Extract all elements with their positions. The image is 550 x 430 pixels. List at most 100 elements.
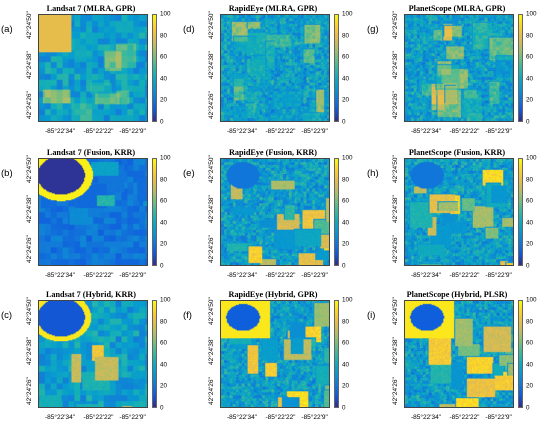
- y-tick-label: 42°24'50": [208, 296, 215, 325]
- panel-letter: (g): [367, 24, 379, 35]
- x-tick-label: -85°22'34": [44, 414, 76, 421]
- colorbar-tick-label: 80: [160, 176, 168, 184]
- y-tick-label: 42°24'50": [26, 154, 33, 183]
- colorbar-tick-label: 80: [526, 32, 534, 40]
- x-tick-label: -85°22'9": [119, 272, 146, 279]
- colorbar: [518, 158, 523, 266]
- map-panel: PlanetScope (MLRA, GPR) (g) 42°24'50" 42°24…: [367, 4, 546, 144]
- colorbar: [152, 300, 157, 408]
- colorbar-tick-label: 60: [160, 53, 168, 61]
- colorbar-tick-label: 60: [342, 197, 350, 205]
- map-panel: Landsat 7 (Fusion, KRR) (b) 42°24'50" 42°24…: [1, 148, 180, 288]
- panel-letter: (f): [183, 310, 192, 321]
- colorbar-tick-label: 40: [526, 361, 534, 369]
- panel-letter: (h): [367, 168, 379, 179]
- x-tick-label: -85°22'9": [485, 272, 512, 279]
- y-tick-label: 42°24'50": [208, 154, 215, 183]
- colorbar-tick-label: 100: [526, 10, 537, 18]
- y-tick-label: 42°24'38": [26, 336, 33, 365]
- colorbar-tick-label: 60: [526, 53, 534, 61]
- colorbar-tick-label: 0: [526, 118, 530, 126]
- x-tick-label: -85°22'34": [410, 414, 442, 421]
- map-raster: [39, 15, 147, 121]
- colorbar-tick-label: 100: [160, 154, 171, 162]
- colorbar-tick-label: 80: [342, 176, 350, 184]
- map-raster: [221, 159, 329, 265]
- y-tick-label: 42°24'38": [392, 194, 399, 223]
- map-panel: PlanetScope (Fusion, KRR) (h) 42°24'50" 42°…: [367, 148, 546, 288]
- y-tick-label: 42°24'26": [392, 90, 399, 119]
- x-tick-label: -85°22'9": [485, 414, 512, 421]
- panel-letter: (a): [1, 24, 13, 35]
- colorbar: [152, 14, 157, 122]
- map-image: [220, 14, 330, 122]
- y-tick-label: 42°24'26": [26, 90, 33, 119]
- y-tick-label: 42°24'38": [392, 50, 399, 79]
- map-raster: [405, 15, 513, 121]
- colorbar-tick-label: 80: [526, 318, 534, 326]
- colorbar-tick-label: 60: [526, 339, 534, 347]
- x-tick-label: -85°22'22": [83, 414, 114, 421]
- colorbar-tick-label: 0: [526, 262, 530, 270]
- colorbar-tick-label: 0: [342, 404, 346, 412]
- x-tick-label: -85°22'9": [301, 414, 328, 421]
- colorbar-tick-label: 0: [342, 262, 346, 270]
- panel-letter: (b): [1, 168, 13, 179]
- colorbar-tick-label: 20: [526, 382, 534, 390]
- colorbar-tick-label: 80: [526, 176, 534, 184]
- x-tick-label: -85°22'22": [265, 128, 296, 135]
- map-image: [38, 300, 148, 408]
- y-tick-label: 42°24'38": [26, 50, 33, 79]
- y-tick-label: 42°24'38": [26, 194, 33, 223]
- x-tick-label: -85°22'22": [83, 128, 114, 135]
- map-panel: RapidEye (Hybrid, GPR) (f) 42°24'50" 42°24'…: [183, 290, 362, 430]
- panel-letter: (e): [183, 168, 195, 179]
- y-tick-label: 42°24'26": [392, 234, 399, 263]
- map-panel: Landsat 7 (MLRA, GPR) (a) 42°24'50" 42°24'3…: [1, 4, 180, 144]
- colorbar-tick-label: 80: [342, 32, 350, 40]
- colorbar-tick-label: 40: [526, 75, 534, 83]
- colorbar-tick-label: 60: [342, 339, 350, 347]
- x-tick-label: -85°22'22": [265, 414, 296, 421]
- y-tick-label: 42°24'26": [26, 234, 33, 263]
- map-raster: [221, 301, 329, 407]
- map-image: [220, 158, 330, 266]
- colorbar-tick-label: 0: [342, 118, 346, 126]
- x-tick-label: -85°22'22": [449, 128, 480, 135]
- panel-title: PlanetScope (Hybrid, PLSR): [406, 290, 508, 299]
- colorbar-tick-label: 20: [342, 240, 350, 248]
- colorbar-tick-label: 20: [342, 96, 350, 104]
- colorbar-tick-label: 100: [342, 10, 353, 18]
- y-tick-label: 42°24'38": [208, 194, 215, 223]
- y-tick-label: 42°24'26": [208, 90, 215, 119]
- colorbar-tick-label: 100: [526, 296, 537, 304]
- colorbar-tick-label: 80: [160, 32, 168, 40]
- y-tick-label: 42°24'50": [392, 154, 399, 183]
- colorbar-tick-label: 40: [342, 219, 350, 227]
- y-tick-label: 42°24'50": [26, 10, 33, 39]
- colorbar-tick-label: 100: [342, 154, 353, 162]
- map-raster: [405, 301, 513, 407]
- x-tick-label: -85°22'9": [119, 414, 146, 421]
- x-tick-label: -85°22'9": [301, 272, 328, 279]
- x-tick-label: -85°22'9": [119, 128, 146, 135]
- map-panel: Landsat 7 (Hybrid, KRR) (c) 42°24'50" 42°24…: [1, 290, 180, 430]
- colorbar-tick-label: 40: [160, 361, 168, 369]
- colorbar-tick-label: 20: [526, 240, 534, 248]
- panel-title: Landsat 7 (MLRA, GPR): [46, 4, 136, 13]
- y-tick-label: 42°24'50": [26, 296, 33, 325]
- map-panel: RapidEye (Fusion, KRR) (e) 42°24'50" 42°24'…: [183, 148, 362, 288]
- colorbar-tick-label: 100: [526, 154, 537, 162]
- panel-title: PlanetScope (Fusion, KRR): [408, 148, 506, 157]
- colorbar-tick-label: 0: [160, 404, 164, 412]
- map-raster: [221, 15, 329, 121]
- y-tick-label: 42°24'38": [208, 50, 215, 79]
- colorbar-tick-label: 60: [526, 197, 534, 205]
- colorbar: [334, 14, 339, 122]
- colorbar-tick-label: 40: [342, 75, 350, 83]
- colorbar-tick-label: 20: [160, 382, 168, 390]
- x-tick-label: -85°22'22": [449, 272, 480, 279]
- x-tick-label: -85°22'22": [265, 272, 296, 279]
- colorbar-tick-label: 20: [342, 382, 350, 390]
- map-image: [38, 158, 148, 266]
